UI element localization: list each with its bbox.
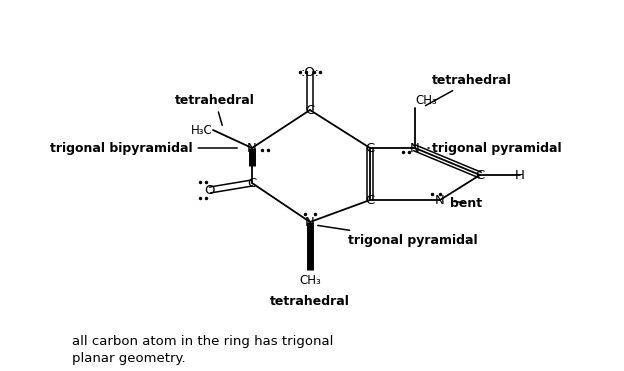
Text: :O:: :O: bbox=[301, 66, 319, 79]
Text: H: H bbox=[515, 168, 525, 181]
Text: N: N bbox=[305, 216, 315, 229]
Text: C: C bbox=[305, 104, 314, 116]
Text: trigonal pyramidal: trigonal pyramidal bbox=[428, 141, 562, 154]
Text: N: N bbox=[247, 141, 257, 154]
Text: C: C bbox=[475, 168, 485, 181]
Text: planar geometry.: planar geometry. bbox=[72, 352, 185, 365]
Text: all carbon atom in the ring has trigonal: all carbon atom in the ring has trigonal bbox=[72, 335, 333, 348]
Text: C: C bbox=[366, 194, 374, 207]
Text: H₃C: H₃C bbox=[191, 124, 213, 137]
Text: bent: bent bbox=[450, 197, 482, 210]
Text: C: C bbox=[366, 141, 374, 154]
Text: CH₃: CH₃ bbox=[415, 93, 437, 106]
Text: CH₃: CH₃ bbox=[299, 274, 321, 287]
Text: N: N bbox=[435, 194, 445, 207]
Text: trigonal pyramidal: trigonal pyramidal bbox=[318, 226, 477, 246]
Text: trigonal bipyramidal: trigonal bipyramidal bbox=[50, 141, 237, 154]
Text: tetrahedral: tetrahedral bbox=[426, 73, 512, 106]
Text: C: C bbox=[247, 177, 256, 190]
Text: tetrahedral: tetrahedral bbox=[175, 93, 255, 125]
Text: O: O bbox=[205, 184, 215, 197]
Text: N: N bbox=[410, 141, 420, 154]
Text: tetrahedral: tetrahedral bbox=[270, 295, 350, 308]
